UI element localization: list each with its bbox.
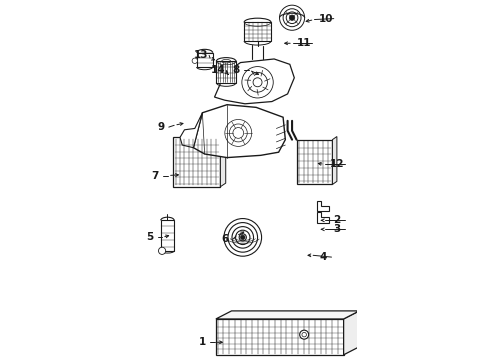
Bar <box>244 22 271 41</box>
Circle shape <box>290 15 295 21</box>
Circle shape <box>158 247 166 255</box>
Bar <box>216 61 236 83</box>
Circle shape <box>302 332 306 337</box>
Bar <box>161 220 174 251</box>
Polygon shape <box>180 113 202 148</box>
Polygon shape <box>220 134 226 187</box>
Text: 10: 10 <box>318 14 333 24</box>
Text: 4: 4 <box>320 252 327 262</box>
Text: 6: 6 <box>221 234 228 244</box>
Text: 8: 8 <box>232 65 240 75</box>
Polygon shape <box>317 201 329 211</box>
Polygon shape <box>216 311 359 319</box>
Bar <box>173 138 220 187</box>
Text: 13: 13 <box>194 50 208 60</box>
Bar <box>296 140 332 184</box>
Circle shape <box>300 330 309 339</box>
Text: 3: 3 <box>333 224 341 234</box>
Text: 12: 12 <box>330 159 344 169</box>
Text: 7: 7 <box>151 171 158 180</box>
Circle shape <box>192 58 197 63</box>
Polygon shape <box>343 311 359 355</box>
Text: 1: 1 <box>199 337 206 347</box>
Circle shape <box>241 235 245 240</box>
Polygon shape <box>194 105 285 158</box>
Bar <box>216 319 343 355</box>
Polygon shape <box>215 59 294 104</box>
Polygon shape <box>332 136 337 184</box>
Polygon shape <box>317 212 329 222</box>
Text: 11: 11 <box>297 38 312 48</box>
Text: 14: 14 <box>211 65 225 75</box>
Text: 2: 2 <box>333 215 341 225</box>
Text: 9: 9 <box>157 122 164 132</box>
Text: 5: 5 <box>147 232 153 242</box>
Bar <box>196 53 213 67</box>
